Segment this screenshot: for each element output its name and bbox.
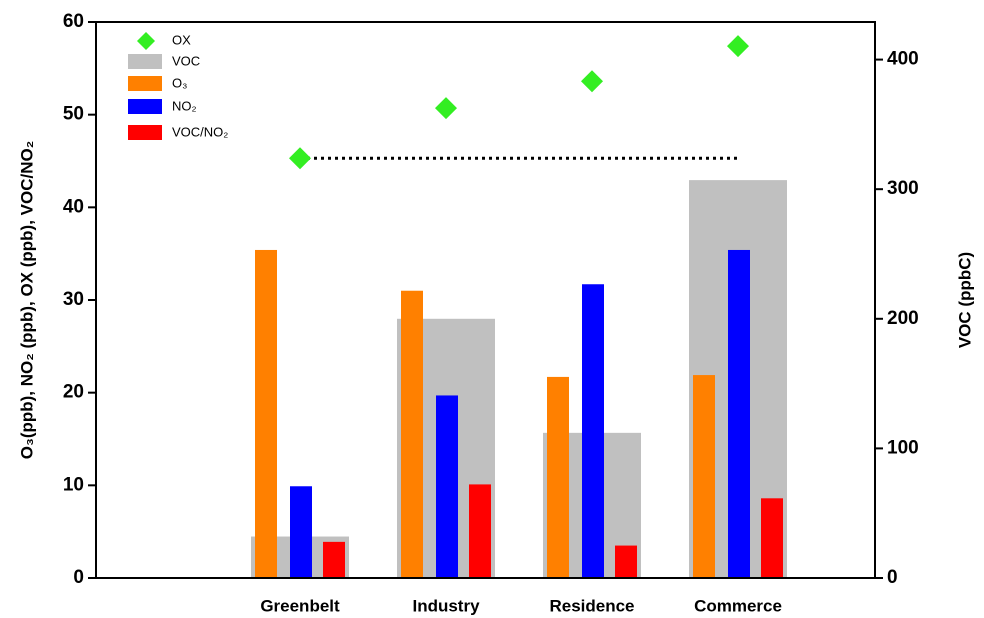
y-tick-label: 20 [63,382,84,403]
bar [469,484,491,578]
y-tick-label: 60 [63,11,84,32]
bar [615,545,637,578]
bar [728,249,750,578]
legend-swatch [128,99,162,114]
y-tick-label: 10 [63,474,84,495]
y2-tick-label: 100 [887,437,919,458]
bar [436,395,458,578]
y2-tick-label: 300 [887,178,919,199]
legend-label: O₃ [172,75,187,90]
legend-marker [137,32,155,50]
x-tick-label: Commerce [694,596,782,615]
bar [290,486,312,578]
y-axis-label: O₃(ppb), NO₂ (ppb), OX (ppb), VOC/NO₂ [17,141,36,460]
y2-axis-label: VOC (ppbC) [955,252,974,348]
legend-swatch [128,54,162,69]
x-tick-label: Greenbelt [260,596,340,615]
bar [323,541,345,578]
x-tick-label: Industry [412,596,480,615]
bar [255,249,277,578]
bar [547,376,569,578]
y-tick-label: 0 [73,567,84,588]
x-tick-label: Residence [549,596,634,615]
legend-swatch [128,76,162,91]
scatter-point [435,97,457,120]
legend-label: OX [172,32,191,47]
y2-tick-label: 200 [887,308,919,329]
y-tick-label: 40 [63,196,84,217]
y2-tick-label: 0 [887,567,898,588]
y-tick-label: 30 [63,289,84,310]
legend-label: NO₂ [172,98,197,113]
scatter-point [581,70,603,93]
y-tick-label: 50 [63,104,84,125]
scatter-point [289,147,311,170]
legend-swatch [128,125,162,140]
scatter-point [727,35,749,58]
bar [761,498,783,578]
y2-tick-label: 400 [887,49,919,70]
legend-label: VOC [172,53,200,68]
legend-label: VOC/NO₂ [172,124,228,139]
bar [693,375,715,578]
bar [582,284,604,578]
bar [401,290,423,578]
